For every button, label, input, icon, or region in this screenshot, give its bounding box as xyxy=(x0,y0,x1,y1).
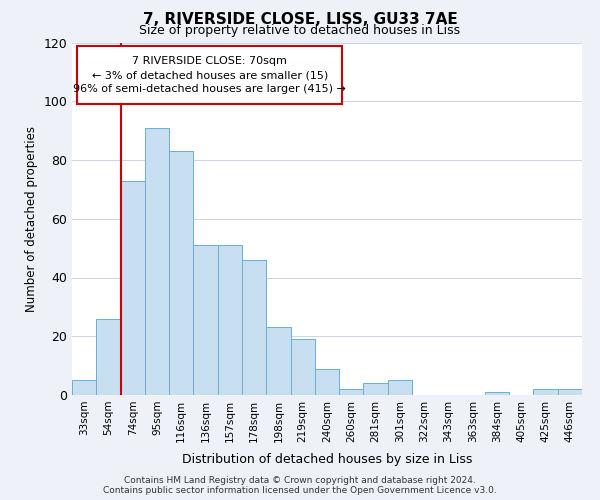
Text: 7 RIVERSIDE CLOSE: 70sqm
← 3% of detached houses are smaller (15)
96% of semi-de: 7 RIVERSIDE CLOSE: 70sqm ← 3% of detache… xyxy=(73,56,346,94)
Bar xyxy=(218,245,242,395)
Bar xyxy=(364,383,388,395)
Bar xyxy=(533,389,558,395)
Bar xyxy=(121,180,145,395)
Bar xyxy=(72,380,96,395)
FancyBboxPatch shape xyxy=(77,46,342,104)
Bar xyxy=(485,392,509,395)
Bar xyxy=(339,389,364,395)
Bar xyxy=(558,389,582,395)
Bar xyxy=(145,128,169,395)
Bar xyxy=(388,380,412,395)
Bar xyxy=(193,245,218,395)
Y-axis label: Number of detached properties: Number of detached properties xyxy=(25,126,38,312)
Bar xyxy=(169,151,193,395)
Bar xyxy=(290,339,315,395)
Text: 7, RIVERSIDE CLOSE, LISS, GU33 7AE: 7, RIVERSIDE CLOSE, LISS, GU33 7AE xyxy=(143,12,457,28)
Bar xyxy=(266,328,290,395)
X-axis label: Distribution of detached houses by size in Liss: Distribution of detached houses by size … xyxy=(182,453,472,466)
Text: Contains HM Land Registry data © Crown copyright and database right 2024.
Contai: Contains HM Land Registry data © Crown c… xyxy=(103,476,497,495)
Bar xyxy=(242,260,266,395)
Text: Size of property relative to detached houses in Liss: Size of property relative to detached ho… xyxy=(139,24,461,37)
Bar xyxy=(96,318,121,395)
Bar xyxy=(315,368,339,395)
